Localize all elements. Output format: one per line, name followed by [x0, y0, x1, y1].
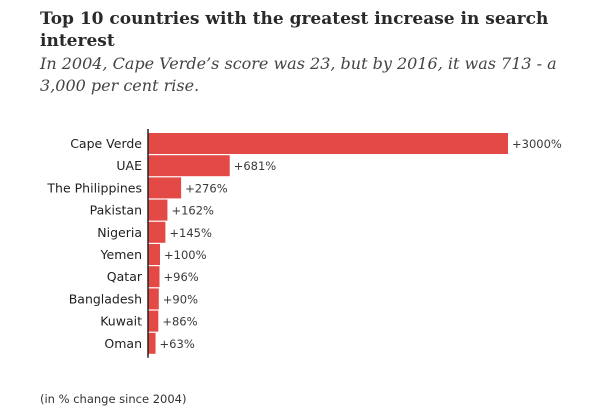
value-label: +276%: [185, 181, 228, 195]
chart-subtitle: In 2004, Cape Verde’s score was 23, but …: [40, 54, 557, 95]
value-label: +63%: [160, 337, 195, 351]
value-label: +96%: [164, 270, 199, 284]
bar: [148, 221, 166, 243]
bar: [148, 177, 182, 199]
bar: [148, 266, 160, 288]
category-label: Kuwait: [100, 314, 142, 329]
bar: [148, 244, 160, 265]
category-label: Nigeria: [97, 225, 142, 240]
category-label: Yemen: [100, 247, 142, 262]
category-label: Oman: [104, 336, 142, 351]
bar: [148, 133, 508, 154]
bar: [148, 332, 156, 354]
category-label: Qatar: [107, 269, 143, 284]
category-label: Cape Verde: [70, 136, 142, 151]
value-label: +681%: [234, 159, 277, 173]
value-label: +90%: [163, 292, 198, 306]
value-label: +86%: [162, 315, 197, 329]
category-label: UAE: [116, 158, 142, 173]
bars-group: Cape Verde +3000% UAE +681% The Philippines +…: [46, 133, 562, 354]
category-label: Bangladesh: [69, 291, 142, 306]
value-label: +100%: [164, 248, 207, 262]
bar: [148, 199, 168, 221]
bar: [148, 155, 230, 177]
bar: [148, 310, 159, 332]
bar-chart: Cape Verde +3000% UAE +681% The Philippines +…: [46, 129, 562, 358]
footnote: (in % change since 2004): [40, 392, 187, 406]
category-label: Pakistan: [90, 203, 142, 218]
chart-title: Top 10 countries with the greatest incre…: [40, 9, 549, 51]
value-label: +3000%: [512, 137, 562, 151]
category-label: The Philippines: [46, 180, 142, 195]
value-label: +145%: [169, 226, 212, 240]
bar: [148, 288, 159, 310]
value-label: +162%: [171, 204, 214, 218]
